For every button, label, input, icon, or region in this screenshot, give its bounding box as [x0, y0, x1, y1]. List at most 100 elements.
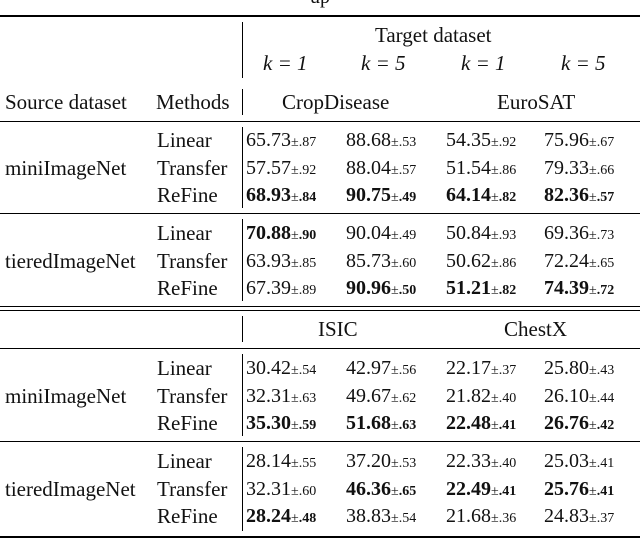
plus-minus-symbol: ± [291, 190, 299, 205]
k-label-4: k = 5 [561, 51, 606, 75]
plus-minus-symbol: ± [589, 363, 597, 378]
mean-value: 68.93 [246, 184, 291, 206]
std-value: .85 [298, 255, 317, 271]
value-cell: 67.39±.89 [246, 276, 316, 303]
plus-minus-symbol: ± [491, 135, 499, 150]
plus-minus-symbol: ± [491, 456, 499, 471]
source-dataset-cell: tieredImageNet [5, 476, 136, 501]
source-dataset-cell: miniImageNet [5, 155, 127, 180]
vline-block-4 [242, 447, 243, 531]
std-value: .40 [498, 456, 517, 471]
method-cell: Transfer [157, 248, 228, 273]
mean-value: 67.39 [246, 277, 291, 299]
std-value: .41 [596, 483, 615, 499]
value-cell: 75.96±.67 [544, 128, 614, 155]
mean-value: 21.68 [446, 505, 491, 527]
mean-value: 50.62 [446, 249, 491, 272]
value-cell: 65.73±.87 [246, 128, 316, 155]
value-cell: 22.33±.40 [446, 449, 516, 476]
std-value: .89 [298, 283, 317, 298]
plus-minus-symbol: ± [291, 283, 299, 298]
method-cell: Transfer [157, 383, 228, 408]
plus-minus-symbol: ± [291, 456, 299, 471]
std-value: .53 [398, 135, 417, 150]
std-value: .59 [298, 418, 317, 433]
dataset-isic: ISIC [318, 317, 358, 341]
k-label-2: k = 5 [361, 51, 406, 75]
mean-value: 38.83 [346, 505, 391, 527]
mean-value: 79.33 [544, 156, 589, 179]
std-value: .72 [596, 283, 615, 298]
plus-minus-symbol: ± [589, 390, 597, 406]
std-value: .93 [498, 228, 517, 243]
mean-value: 28.14 [246, 450, 291, 472]
mean-value: 63.93 [246, 249, 291, 272]
std-value: .73 [596, 228, 615, 243]
std-value: .87 [298, 135, 317, 150]
plus-minus-symbol: ± [391, 283, 399, 298]
std-value: .42 [596, 418, 615, 433]
plus-minus-symbol: ± [391, 228, 399, 243]
mean-value: 70.88 [246, 222, 291, 244]
plus-minus-symbol: ± [589, 283, 597, 298]
value-cell: 49.67±.62 [346, 384, 416, 411]
plus-minus-symbol: ± [491, 255, 499, 271]
mean-value: 22.17 [446, 357, 491, 379]
plus-minus-symbol: ± [589, 255, 597, 271]
value-cell: 68.93±.84 [246, 183, 316, 210]
method-cell: ReFine [157, 504, 218, 528]
mean-value: 42.97 [346, 357, 391, 379]
top-rule [0, 15, 640, 17]
mean-value: 30.42 [246, 357, 291, 379]
mean-value: 90.75 [346, 184, 391, 206]
value-cell: 22.49±.41 [446, 477, 516, 504]
method-cell: ReFine [157, 276, 218, 300]
mean-value: 51.21 [446, 277, 491, 299]
plus-minus-symbol: ± [391, 456, 399, 471]
plus-minus-symbol: ± [291, 418, 299, 433]
value-cell: 26.10±.44 [544, 384, 614, 411]
plus-minus-symbol: ± [391, 390, 399, 406]
mean-value: 75.96 [544, 129, 589, 151]
std-value: .56 [398, 363, 417, 378]
plus-minus-symbol: ± [589, 135, 597, 150]
plus-minus-symbol: ± [491, 418, 499, 433]
std-value: .63 [298, 390, 317, 406]
plus-minus-symbol: ± [291, 162, 299, 178]
plus-minus-symbol: ± [589, 190, 597, 205]
std-value: .37 [596, 511, 615, 526]
value-cell: 88.68±.53 [346, 128, 416, 155]
block-rule-2b [0, 310, 640, 311]
value-cell: 72.24±.65 [544, 249, 614, 276]
std-value: .36 [498, 511, 517, 526]
plus-minus-symbol: ± [491, 283, 499, 298]
plus-minus-symbol: ± [491, 390, 499, 406]
mean-value: 72.24 [544, 249, 589, 272]
bottom-rule [0, 536, 640, 538]
plus-minus-symbol: ± [291, 390, 299, 406]
std-value: .86 [498, 162, 517, 178]
value-cell: 22.17±.37 [446, 356, 516, 383]
value-cell: 25.03±.41 [544, 449, 614, 476]
plus-minus-symbol: ± [291, 363, 299, 378]
vline-block-3 [242, 354, 243, 436]
plus-minus-symbol: ± [491, 483, 499, 499]
value-cell: 69.36±.73 [544, 221, 614, 248]
std-value: .49 [398, 190, 417, 205]
value-cell: 26.76±.42 [544, 411, 614, 438]
value-cell: 57.57±.92 [246, 156, 316, 183]
mean-value: 32.31 [246, 477, 291, 500]
dataset-chestx: ChestX [504, 317, 567, 341]
mean-value: 25.03 [544, 450, 589, 472]
plus-minus-symbol: ± [589, 162, 597, 178]
mean-value: 46.36 [346, 477, 391, 500]
block-rule-3 [0, 441, 640, 442]
mean-value: 24.83 [544, 505, 589, 527]
value-cell: 24.83±.37 [544, 504, 614, 531]
std-value: .86 [498, 255, 517, 271]
value-cell: 35.30±.59 [246, 411, 316, 438]
std-value: .57 [596, 190, 615, 205]
value-cell: 22.48±.41 [446, 411, 516, 438]
std-value: .65 [596, 255, 615, 271]
